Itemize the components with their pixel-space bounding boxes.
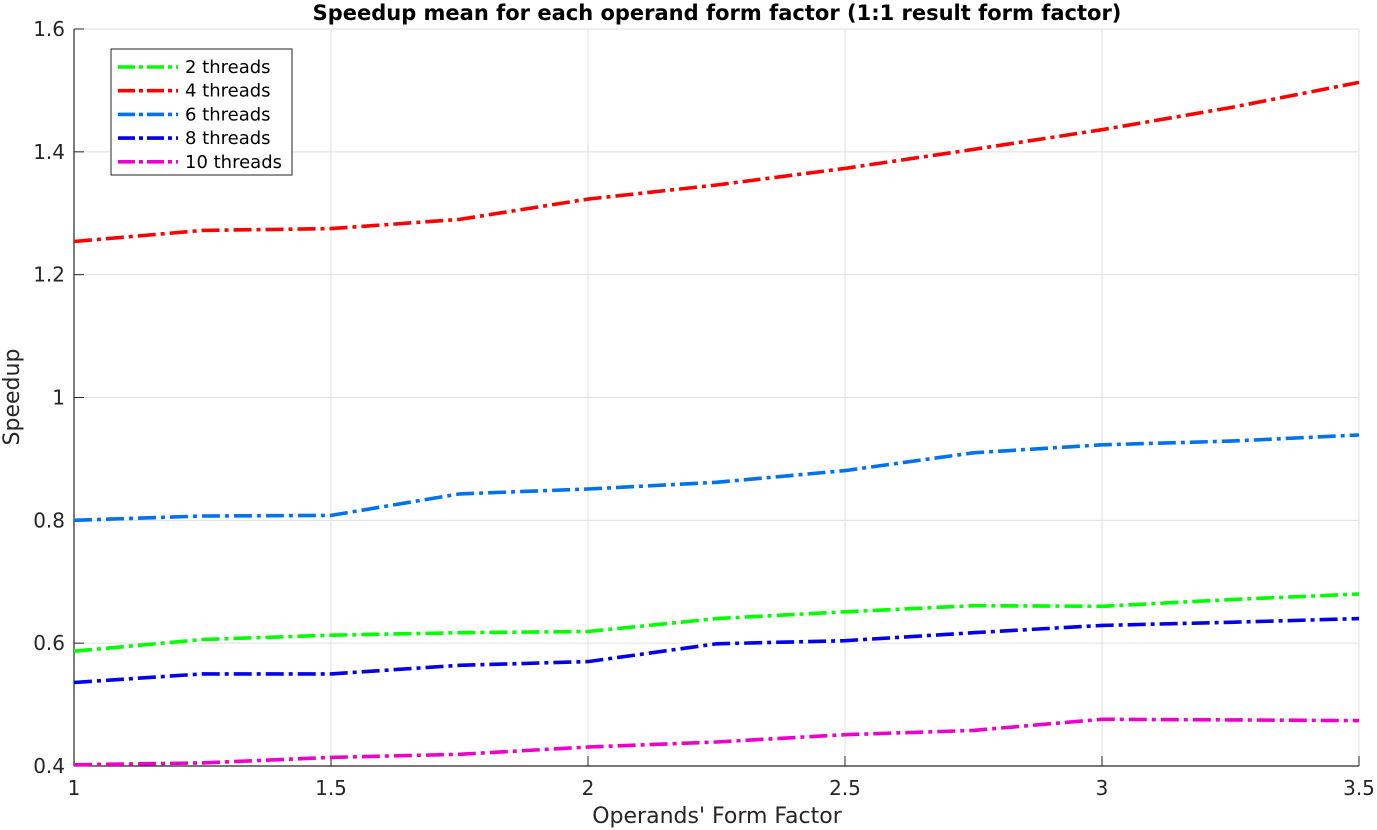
x-tick-label: 2.5 bbox=[829, 776, 861, 800]
x-tick-label: 1.5 bbox=[315, 776, 347, 800]
legend-box bbox=[110, 48, 293, 176]
series-lines bbox=[73, 80, 1360, 767]
series-line-8-threads bbox=[73, 616, 1360, 685]
legend-label-4-threads: 4 threads bbox=[185, 81, 271, 102]
x-tick-label: 2 bbox=[582, 776, 595, 800]
y-tick-label: 1 bbox=[52, 386, 65, 410]
x-tick-label: 3 bbox=[1096, 776, 1109, 800]
series-line-6-threads bbox=[73, 433, 1360, 523]
tick-labels: 1 1.5 2 2.5 3 3.5 0.4 0.6 0.8 1 1.2 1.4 1.6 bbox=[33, 17, 1375, 800]
series-line-2-threads bbox=[73, 592, 1360, 653]
y-tick-label: 0.6 bbox=[33, 631, 65, 655]
y-tick-label: 1.4 bbox=[33, 140, 65, 164]
legend-label-6-threads: 6 threads bbox=[185, 104, 271, 125]
axes bbox=[73, 28, 1360, 767]
y-tick-label: 0.4 bbox=[33, 754, 65, 778]
y-tick-label: 0.8 bbox=[33, 508, 65, 532]
legend-label-10-threads: 10 threads bbox=[185, 152, 282, 173]
y-axis-label: Speedup bbox=[0, 349, 25, 446]
legend-label-8-threads: 8 threads bbox=[185, 128, 271, 149]
series-line-10-threads bbox=[73, 717, 1360, 767]
x-tick-label: 1 bbox=[68, 776, 81, 800]
series-line-4-threads bbox=[73, 80, 1360, 244]
x-axis-label: Operands' Form Factor bbox=[592, 804, 842, 829]
chart-title: Speedup mean for each operand form facto… bbox=[313, 1, 1122, 25]
x-tick-label: 3.5 bbox=[1343, 776, 1375, 800]
legend-label-2-threads: 2 threads bbox=[185, 57, 271, 78]
y-tick-label: 1.2 bbox=[33, 263, 65, 287]
y-tick-label: 1.6 bbox=[33, 17, 65, 41]
